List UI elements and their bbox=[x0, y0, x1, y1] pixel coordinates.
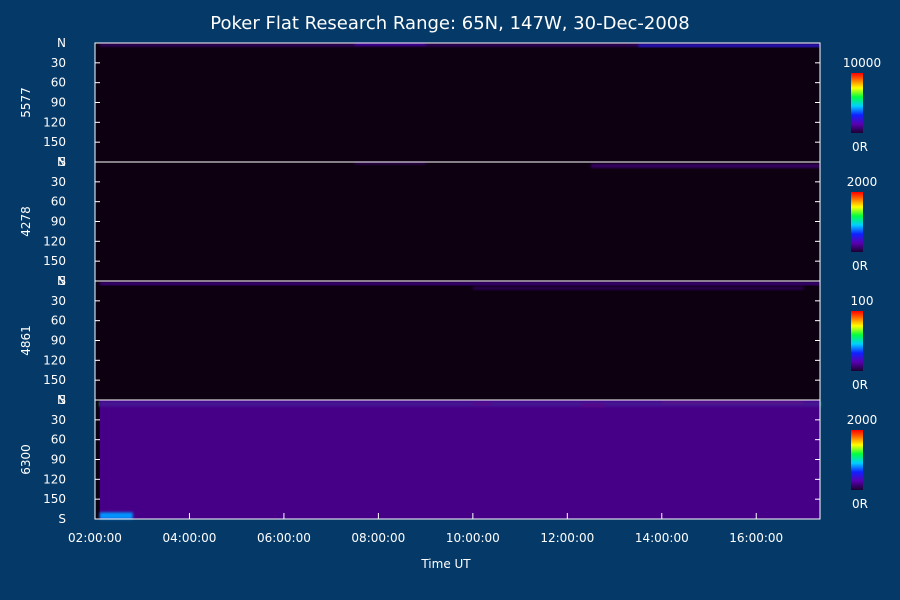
y-tick-label: 120 bbox=[43, 115, 66, 129]
colorbar-max-label: 2000 bbox=[847, 175, 878, 189]
heatmap-north-band bbox=[99, 282, 820, 285]
y-tick-label: 120 bbox=[43, 353, 66, 367]
y-tick-label: 150 bbox=[43, 492, 66, 506]
colorbar bbox=[851, 430, 863, 490]
y-tick-label: 30 bbox=[51, 56, 66, 70]
y-tick-label: 150 bbox=[43, 373, 66, 387]
y-tick-label: N bbox=[57, 36, 66, 50]
colorbar bbox=[851, 73, 863, 133]
chart-title: Poker Flat Research Range: 65N, 147W, 30… bbox=[210, 13, 689, 34]
panel-6300: N 30 60 90 120 150 S 6300 2000 0R bbox=[19, 393, 877, 526]
x-axis-label: Time UT bbox=[420, 557, 471, 571]
heatmap-north-band bbox=[354, 43, 426, 46]
y-tick-label: 150 bbox=[43, 254, 66, 268]
x-tick-label: 08:00:00 bbox=[351, 531, 405, 545]
y-tick-label: 30 bbox=[51, 175, 66, 189]
panel-background bbox=[95, 281, 820, 400]
y-tick-label: 60 bbox=[51, 433, 66, 447]
x-tick-label: 14:00:00 bbox=[635, 531, 689, 545]
y-tick-label: N bbox=[57, 274, 66, 288]
y-tick-label: 60 bbox=[51, 314, 66, 328]
colorbar-max-label: 100 bbox=[851, 294, 874, 308]
heatmap-background bbox=[99, 400, 820, 519]
heatmap-north-band bbox=[590, 164, 820, 168]
panel-4278: N 30 60 90 120 150 S 4278 2000 0R bbox=[19, 155, 877, 288]
y-tick-label: 60 bbox=[51, 195, 66, 209]
y-tick-label: S bbox=[58, 393, 66, 407]
y-tick-label: 60 bbox=[51, 76, 66, 90]
y-axis-label: 6300 bbox=[19, 444, 33, 475]
y-tick-label: 30 bbox=[51, 413, 66, 427]
panel-background bbox=[95, 43, 820, 162]
y-axis-label: 4861 bbox=[19, 325, 33, 356]
heatmap-north-band bbox=[354, 162, 426, 165]
y-tick-label: 30 bbox=[51, 294, 66, 308]
colorbar-max-label: 2000 bbox=[847, 413, 878, 427]
x-tick-label: 02:00:00 bbox=[68, 531, 122, 545]
y-tick-label: 150 bbox=[43, 135, 66, 149]
y-tick-label: S bbox=[58, 274, 66, 288]
colorbar-min-label: 0R bbox=[852, 497, 868, 511]
heatmap-north-band bbox=[99, 43, 820, 47]
y-axis-label: 4278 bbox=[19, 206, 33, 237]
y-tick-label: 90 bbox=[51, 215, 66, 229]
y-tick-label: 120 bbox=[43, 472, 66, 486]
colorbar-min-label: 0R bbox=[852, 140, 868, 154]
y-tick-label: 120 bbox=[43, 234, 66, 248]
heatmap-south-corner bbox=[99, 512, 133, 519]
colorbar-min-label: 0R bbox=[852, 259, 868, 273]
panel-5577: N 30 60 90 120 150 S 5577 10000 0R bbox=[19, 36, 881, 169]
x-tick-label: 12:00:00 bbox=[540, 531, 594, 545]
y-axis-label: 5577 bbox=[19, 87, 33, 118]
x-tick-label: 10:00:00 bbox=[446, 531, 500, 545]
x-tick-label: 06:00:00 bbox=[257, 531, 311, 545]
colorbar bbox=[851, 192, 863, 252]
y-tick-label: 90 bbox=[51, 334, 66, 348]
panel-background bbox=[95, 162, 820, 281]
x-tick-label: 04:00:00 bbox=[163, 531, 217, 545]
colorbar-max-label: 10000 bbox=[843, 56, 881, 70]
y-tick-label: 90 bbox=[51, 96, 66, 110]
heatmap-north-band bbox=[638, 44, 820, 47]
heatmap-north-band bbox=[472, 286, 804, 290]
y-tick-label: N bbox=[57, 393, 66, 407]
x-tick-label: 16:00:00 bbox=[729, 531, 783, 545]
y-tick-label: S bbox=[58, 155, 66, 169]
panel-4861: N 30 60 90 120 150 S 4861 100 0R bbox=[19, 274, 873, 407]
colorbar bbox=[851, 311, 863, 371]
y-tick-label: S bbox=[58, 512, 66, 526]
colorbar-min-label: 0R bbox=[852, 378, 868, 392]
y-tick-label: 90 bbox=[51, 453, 66, 467]
y-tick-label: N bbox=[57, 155, 66, 169]
